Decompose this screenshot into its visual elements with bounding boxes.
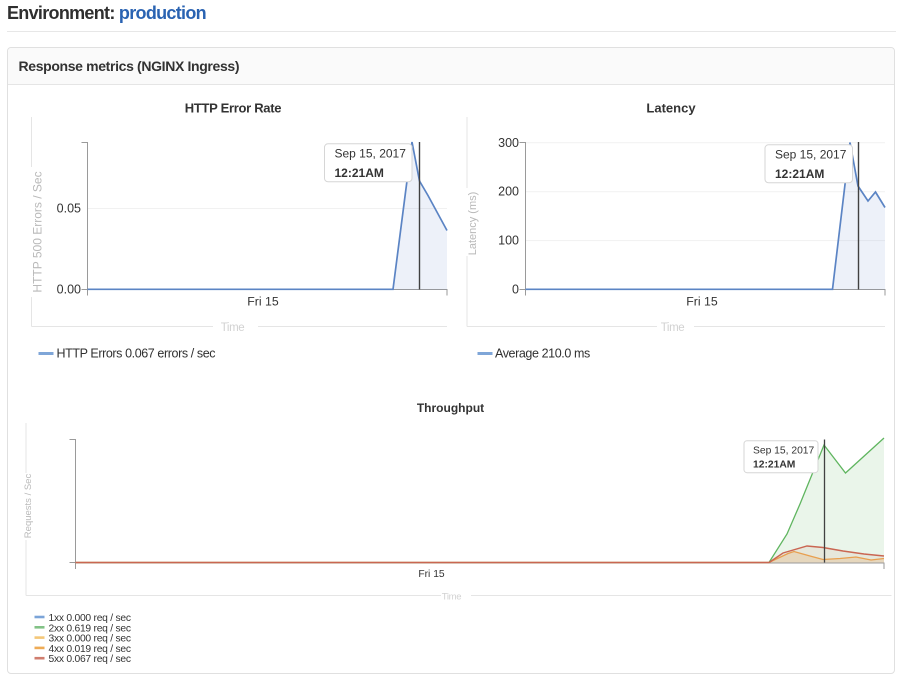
svg-text:Fri 15: Fri 15 — [247, 295, 279, 309]
svg-text:12:21AM: 12:21AM — [335, 166, 384, 180]
svg-text:Requests / Sec: Requests / Sec — [23, 474, 34, 539]
svg-text:100: 100 — [498, 234, 519, 248]
svg-text:Average 210.0 ms: Average 210.0 ms — [495, 347, 590, 361]
svg-text:12:21AM: 12:21AM — [753, 460, 795, 471]
svg-text:300: 300 — [498, 136, 519, 150]
svg-text:Sep 15, 2017: Sep 15, 2017 — [753, 446, 815, 457]
svg-text:Throughput: Throughput — [417, 401, 484, 415]
svg-text:5xx 0.067 req / sec: 5xx 0.067 req / sec — [49, 654, 131, 665]
svg-text:HTTP Error Rate: HTTP Error Rate — [185, 101, 281, 116]
svg-text:HTTP Errors 0.067 errors / sec: HTTP Errors 0.067 errors / sec — [57, 347, 216, 361]
svg-text:Time: Time — [442, 592, 462, 603]
svg-text:Latency: Latency — [646, 101, 696, 116]
svg-text:1xx 0.000 req / sec: 1xx 0.000 req / sec — [49, 613, 131, 624]
svg-text:0.05: 0.05 — [57, 202, 81, 216]
svg-text:Time: Time — [661, 322, 685, 334]
svg-text:Fri 15: Fri 15 — [686, 295, 718, 309]
svg-text:Time: Time — [221, 322, 245, 334]
svg-text:HTTP 500 Errors / Sec: HTTP 500 Errors / Sec — [31, 171, 45, 292]
svg-text:4xx 0.019 req / sec: 4xx 0.019 req / sec — [49, 644, 131, 655]
svg-text:0.00: 0.00 — [57, 283, 81, 297]
svg-text:Latency (ms): Latency (ms) — [467, 192, 479, 256]
svg-text:200: 200 — [498, 185, 519, 199]
svg-text:Fri 15: Fri 15 — [418, 569, 445, 580]
svg-text:2xx 0.619 req / sec: 2xx 0.619 req / sec — [49, 623, 131, 634]
svg-text:Sep 15, 2017: Sep 15, 2017 — [335, 147, 407, 161]
svg-text:Sep 15, 2017: Sep 15, 2017 — [775, 148, 847, 162]
svg-text:3xx 0.000 req / sec: 3xx 0.000 req / sec — [49, 634, 131, 645]
svg-text:12:21AM: 12:21AM — [775, 167, 824, 181]
svg-text:0: 0 — [512, 283, 519, 297]
